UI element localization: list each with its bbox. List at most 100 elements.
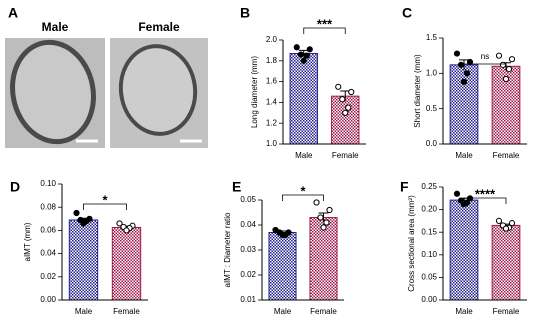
x-tick-label: Female	[493, 307, 520, 316]
axes	[261, 200, 344, 301]
data-point	[453, 190, 461, 197]
data-point	[116, 220, 123, 227]
y-tick-label: 1.5	[426, 33, 438, 42]
data-point	[320, 224, 327, 231]
y-axis-title: Short diameter (mm)	[413, 54, 422, 128]
y-tick-label: 1.2	[266, 118, 278, 127]
y-tick-label: 0.04	[240, 220, 256, 229]
x-tick-label: Female	[493, 151, 520, 160]
significance-bracket	[303, 27, 346, 34]
axes	[442, 187, 527, 301]
axes	[282, 40, 366, 145]
y-tick-label: 1.0	[266, 139, 278, 148]
data-point	[323, 219, 330, 226]
y-tick-label: 0.10	[40, 179, 56, 188]
data-point	[463, 70, 471, 77]
data-point	[502, 75, 510, 83]
data-point	[453, 50, 461, 57]
bar	[268, 232, 297, 301]
y-tick-label: 1.8	[266, 56, 278, 65]
data-point	[297, 51, 304, 58]
panel-label: D	[10, 179, 20, 195]
data-point	[466, 58, 474, 66]
significance-bracket	[463, 63, 507, 70]
y-axis-title: Long diameter (mm)	[250, 56, 259, 128]
y-tick-label: 0.01	[240, 295, 256, 304]
y-tick-label: 0.10	[421, 250, 437, 259]
x-tick-label: Male	[455, 307, 473, 316]
data-point	[80, 220, 87, 227]
y-tick-label: 0.00	[40, 295, 56, 304]
bar	[449, 199, 479, 301]
image-title: Male	[42, 20, 69, 34]
bar	[331, 95, 360, 145]
y-axis-title: Cross sectional area (mm²)	[407, 195, 416, 292]
x-tick-label: Male	[295, 151, 313, 160]
y-tick-label: 1.4	[266, 98, 278, 107]
y-tick-label: 0.02	[40, 272, 56, 281]
y-tick-label: 2.0	[266, 35, 278, 44]
axes	[442, 38, 527, 145]
y-tick-label: 0.05	[240, 195, 256, 204]
significance-bracket	[282, 194, 324, 201]
data-point	[306, 46, 313, 53]
data-point	[300, 57, 307, 64]
y-tick-label: 1.6	[266, 77, 278, 86]
y-tick-label: 0.05	[421, 273, 437, 282]
image-title: Female	[138, 20, 180, 34]
significance-bracket	[83, 203, 127, 210]
data-point	[499, 61, 507, 68]
data-point	[348, 88, 355, 96]
y-tick-label: 0.02	[240, 270, 256, 279]
panel-label: C	[402, 5, 412, 21]
micrograph	[110, 38, 208, 148]
data-point	[279, 231, 286, 239]
bar	[309, 217, 338, 301]
bar	[111, 227, 142, 301]
data-point	[457, 61, 465, 68]
data-point	[460, 78, 468, 85]
significance-label: *	[300, 183, 306, 198]
data-point	[495, 52, 503, 59]
significance-bracket	[463, 197, 507, 204]
panel-label: E	[232, 179, 241, 195]
panel-label: B	[240, 5, 250, 21]
x-tick-label: Female	[113, 307, 140, 316]
data-point	[313, 199, 320, 206]
significance-label: *	[102, 192, 108, 207]
y-tick-label: 0.00	[421, 295, 437, 304]
data-point	[342, 109, 349, 116]
data-point	[335, 83, 342, 90]
data-point	[502, 225, 510, 232]
data-point	[339, 96, 346, 103]
x-tick-label: Female	[332, 151, 359, 160]
y-tick-label: 1.0	[426, 68, 438, 77]
panel-label: A	[8, 5, 18, 21]
y-tick-label: 0.06	[40, 226, 56, 235]
micrograph	[5, 38, 105, 148]
data-point	[326, 206, 333, 214]
data-point	[495, 217, 503, 224]
y-tick-label: 0.0	[426, 139, 438, 148]
y-axis-title: aIMT (mm)	[23, 222, 32, 261]
y-tick-label: 0.03	[240, 245, 256, 254]
significance-label: ***	[317, 16, 333, 31]
data-point	[293, 44, 300, 51]
data-point	[317, 214, 324, 221]
x-tick-label: Female	[310, 307, 337, 316]
y-axis-title: aIMT : Diameter ratio	[223, 212, 232, 288]
significance-label: ****	[475, 186, 496, 201]
data-point	[345, 104, 352, 111]
data-point	[123, 227, 130, 234]
bar	[449, 64, 479, 145]
panel-label: F	[400, 179, 409, 195]
bar	[491, 224, 521, 301]
y-tick-label: 0.08	[40, 202, 56, 211]
data-point	[508, 56, 516, 63]
bar	[289, 53, 318, 145]
y-tick-label: 0.20	[421, 205, 437, 214]
x-tick-label: Male	[75, 307, 93, 316]
x-tick-label: Male	[455, 151, 473, 160]
x-tick-label: Male	[274, 307, 292, 316]
